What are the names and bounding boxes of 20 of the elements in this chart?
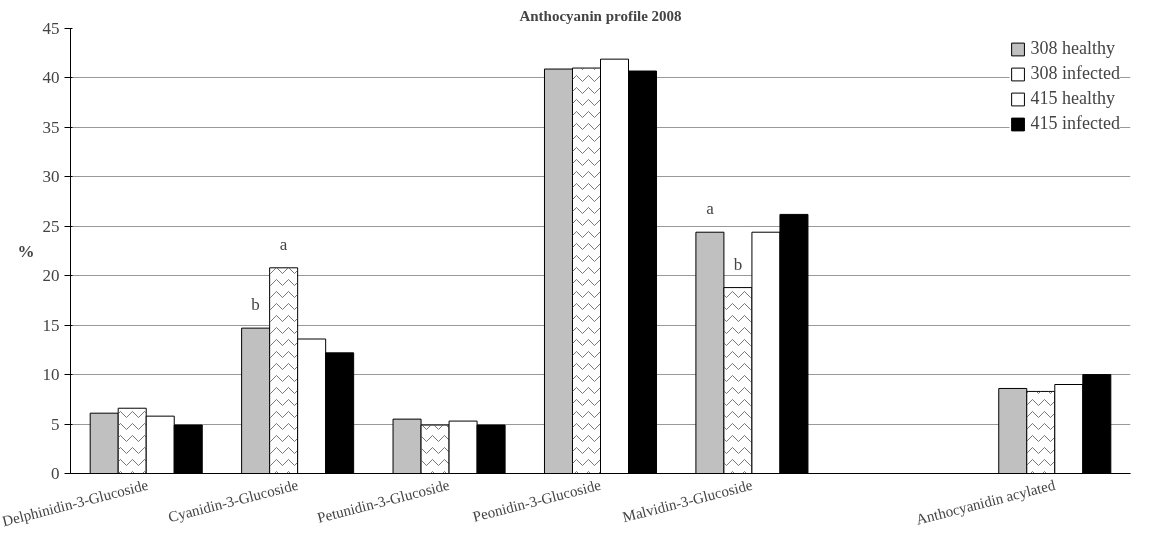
annotation: a: [279, 234, 288, 254]
annotation: b: [251, 295, 260, 315]
y-tick-label: 10: [42, 365, 60, 385]
legend-label: 415 infected: [1030, 113, 1120, 134]
annotation: b: [733, 254, 743, 274]
chart-title: Anthocyanin profile 2008: [519, 7, 682, 24]
y-tick-label: 30: [42, 167, 60, 187]
y-tick-label: 15: [42, 315, 60, 335]
y-tick-label: 45: [42, 19, 60, 38]
y-tick-label: 40: [42, 68, 60, 88]
y-tick-label: 25: [42, 216, 60, 236]
y-axis-title: %: [17, 241, 35, 261]
y-tick-label: 0: [51, 464, 60, 483]
y-tick-label: 20: [42, 266, 60, 286]
legend-label: 308 healthy: [1030, 38, 1116, 59]
annotation: a: [706, 199, 715, 219]
y-tick-label: 35: [42, 117, 60, 137]
y-tick-label: 5: [51, 414, 60, 434]
legend-label: 415 healthy: [1030, 88, 1116, 109]
legend-label: 308 infected: [1030, 63, 1120, 84]
